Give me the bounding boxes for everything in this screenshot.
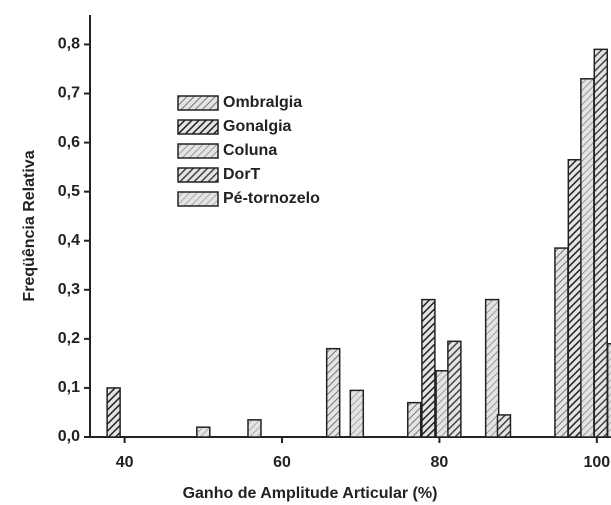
bar [407,401,422,438]
bar [447,340,462,438]
y-tick-label: 0,1 [58,379,80,396]
legend-swatch [177,191,219,207]
legend-label: Ombralgia [223,94,302,111]
x-tick-label: 60 [273,454,291,471]
y-axis-label: Freqüência Relativa [21,150,38,301]
legend-label: DorT [223,166,261,183]
legend-label: Coluna [223,142,277,159]
bar [580,78,595,438]
legend-swatch [177,119,219,135]
bar [421,298,436,438]
x-tick-label: 40 [116,454,134,471]
legend-swatch [177,167,219,183]
bar [593,48,609,438]
bar [196,426,211,438]
y-tick-label: 0,8 [58,36,80,53]
legend-label: Gonalgia [223,118,292,135]
y-tick-label: 0,0 [58,428,80,445]
y-tick-label: 0,2 [58,330,80,347]
y-tick-label: 0,7 [58,85,80,102]
x-tick-label: 80 [431,454,449,471]
legend-swatch [177,95,219,111]
bar [567,159,583,438]
legend-swatch [177,143,219,159]
y-tick-label: 0,5 [58,183,80,200]
x-tick-label: 100 [583,454,610,471]
y-tick-label: 0,4 [58,232,80,249]
y-tick-label: 0,3 [58,281,80,298]
y-tick-label: 0,6 [58,134,80,151]
legend-label: Pé-tornozelo [223,190,320,207]
bar [496,414,512,438]
bars [106,48,611,438]
bar [106,387,121,438]
bar [349,389,365,438]
bar [554,247,569,438]
bar [606,343,611,438]
bar [435,370,450,438]
bar [484,298,500,438]
bar [325,347,341,438]
bar [247,419,262,438]
x-axis-label: Ganho de Amplitude Articular (%) [183,485,438,502]
